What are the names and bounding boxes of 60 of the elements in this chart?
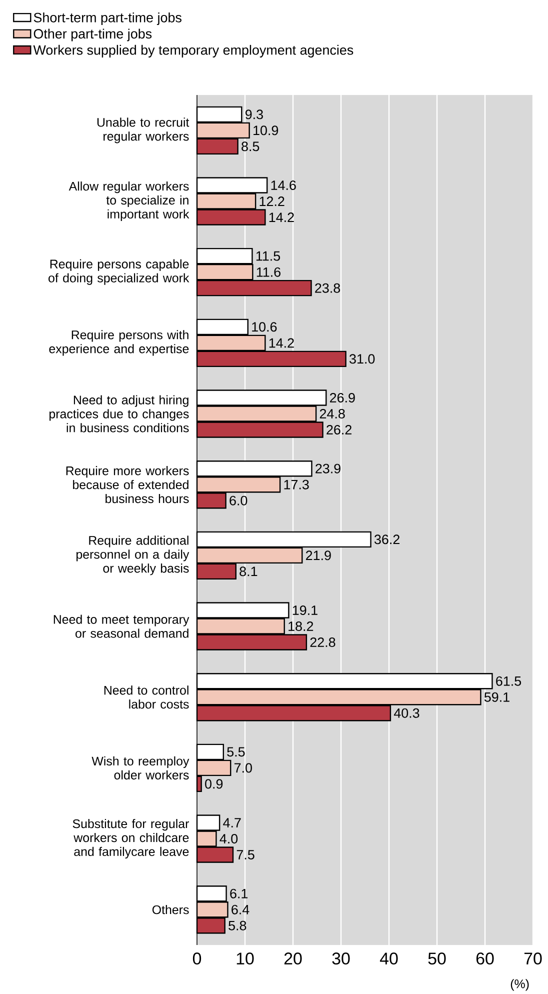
data-label: 19.1 bbox=[292, 605, 318, 616]
y-tick-label: Allow regular workers to specialize in important work bbox=[68, 181, 190, 221]
x-tick-label: 30 bbox=[332, 952, 350, 965]
data-label: 22.8 bbox=[310, 637, 336, 648]
x-axis-title: (%) bbox=[510, 979, 529, 991]
data-label: 24.8 bbox=[320, 408, 345, 419]
data-label: 17.3 bbox=[284, 480, 309, 490]
y-tick-label: Need to meet temporary or seasonal demand bbox=[54, 614, 190, 638]
data-label: 5.8 bbox=[228, 920, 246, 930]
data-label: 18.2 bbox=[288, 621, 314, 632]
data-label: 26.2 bbox=[326, 424, 352, 435]
y-tick-label: Wish to reemploy older workers bbox=[92, 756, 190, 780]
x-tick-label: 70 bbox=[524, 952, 542, 965]
y-tick-label: Others bbox=[152, 905, 189, 914]
data-label: 8.5 bbox=[242, 142, 260, 152]
x-tick-label: 10 bbox=[236, 952, 254, 965]
data-label: 26.9 bbox=[330, 392, 355, 403]
data-label: 31.0 bbox=[350, 354, 375, 364]
x-tick-label: 20 bbox=[284, 952, 302, 965]
x-tick-label: 50 bbox=[428, 952, 446, 965]
data-label: 23.8 bbox=[315, 283, 340, 293]
data-label: 5.5 bbox=[227, 747, 245, 757]
y-tick-label: Need to control labor costs bbox=[104, 686, 189, 709]
y-tick-label: Substitute for regular workers on childcare and familycare leave bbox=[72, 819, 189, 859]
data-label: 12.2 bbox=[260, 196, 284, 206]
data-label: 9.3 bbox=[245, 110, 263, 120]
legend-label: Short-term part-time jobs bbox=[34, 12, 182, 26]
data-label: 4.7 bbox=[223, 818, 241, 828]
legend-label: Workers supplied by temporary employment agencies bbox=[33, 44, 354, 58]
x-tick-label: 0 bbox=[192, 952, 202, 965]
data-label: 10.6 bbox=[252, 322, 277, 332]
data-label: 4.0 bbox=[220, 834, 238, 844]
data-label: 14.2 bbox=[269, 338, 294, 348]
y-tick-label: Unable to recruit regular workers bbox=[97, 118, 190, 144]
data-label: 11.5 bbox=[256, 251, 280, 261]
y-tick-label: Require persons with experience and expertise bbox=[49, 330, 189, 356]
data-label: 14.6 bbox=[271, 180, 296, 190]
data-label: 7.5 bbox=[236, 850, 254, 860]
y-tick-label: Require more workers because of extended business hours bbox=[66, 466, 189, 504]
data-label: 59.1 bbox=[484, 692, 510, 702]
y-tick-label: Need to adjust hiring practices due to changes in business conditions bbox=[49, 395, 189, 432]
data-label: 21.9 bbox=[306, 550, 331, 560]
data-label: 14.2 bbox=[269, 212, 294, 222]
legend-label: Other part-time jobs bbox=[34, 28, 152, 42]
data-label: 40.3 bbox=[394, 708, 420, 718]
y-tick-label: Require additional personnel on a daily or weekly basis bbox=[76, 536, 190, 576]
data-label: 23.9 bbox=[316, 464, 340, 474]
data-label: 10.9 bbox=[254, 126, 278, 136]
x-tick-label: 40 bbox=[380, 952, 398, 965]
data-label: 11.6 bbox=[256, 267, 280, 277]
x-tick-label: 60 bbox=[476, 952, 494, 965]
data-label: 0.9 bbox=[205, 779, 223, 789]
data-label: 6.4 bbox=[232, 904, 250, 914]
data-label: 8.1 bbox=[240, 566, 258, 576]
data-label: 7.0 bbox=[234, 763, 252, 773]
data-label: 6.0 bbox=[230, 496, 248, 506]
data-label: 6.1 bbox=[230, 888, 248, 898]
y-tick-label: Require persons capable of doing specialized work bbox=[48, 259, 190, 285]
data-label: 36.2 bbox=[374, 534, 400, 544]
data-label: 61.5 bbox=[496, 676, 522, 686]
